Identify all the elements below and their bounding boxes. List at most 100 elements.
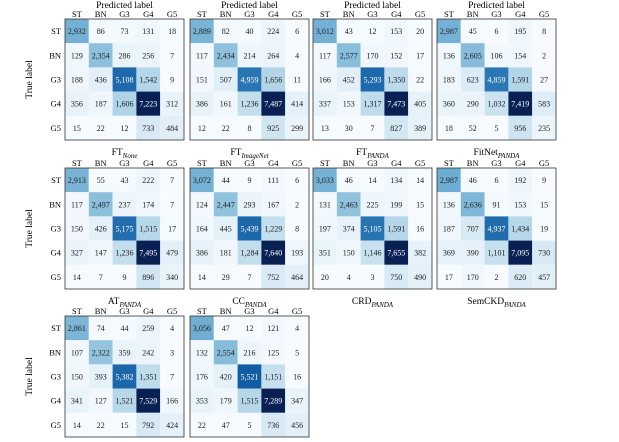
cell-value-label: 14 — [198, 273, 206, 282]
heatmap-cell — [160, 412, 184, 437]
cell-value-label: 386 — [196, 100, 208, 109]
cell-value-label: 386 — [196, 249, 208, 258]
heatmap-cell — [213, 67, 238, 92]
x-tick-label: G3 — [491, 158, 501, 168]
heatmap-cell — [408, 43, 432, 68]
y-axis-title: True label — [25, 209, 35, 248]
cell-value-label: 27 — [540, 76, 548, 85]
cell-value-label: 22 — [97, 421, 105, 430]
confusion-matrix-panel: Predicted label True label ST BN G3 G4 G5 ST BN G… — [25, 1, 185, 160]
x-axis-title: Predicted label — [221, 1, 278, 11]
cell-value-label: 1,284 — [241, 249, 259, 258]
cell-value-label: 15 — [73, 124, 81, 133]
cell-value-label: 5,293 — [364, 76, 382, 85]
heatmap-cell — [160, 216, 184, 241]
heatmap-cell — [237, 43, 262, 68]
cell-value-label: 3,012 — [316, 27, 334, 36]
cell-value-label: 347 — [291, 397, 303, 406]
heatmap-cell — [190, 19, 214, 44]
x-tick-label: BN — [220, 306, 232, 316]
cell-value-label: 19 — [540, 225, 548, 234]
heatmap-cell — [437, 43, 461, 68]
cell-value-label: 170 — [467, 273, 479, 282]
x-tick-label: G3 — [491, 9, 501, 19]
heatmap-cell — [313, 192, 337, 217]
heatmap-cell — [160, 192, 184, 217]
y-tick-label: ST — [51, 26, 62, 36]
cell-value-label: 1,515 — [139, 225, 157, 234]
heatmap-cell — [190, 340, 214, 365]
cell-value-label: 2,434 — [217, 51, 235, 60]
heatmap-cell — [460, 43, 485, 68]
cell-value-label: 2,322 — [92, 348, 110, 357]
heatmap-cell — [285, 216, 309, 241]
cell-value-label: 382 — [414, 249, 426, 258]
heatmap-cell — [65, 364, 89, 389]
heatmap-cell — [136, 316, 161, 341]
heatmap-cell — [190, 192, 214, 217]
cell-value-label: 187 — [95, 100, 107, 109]
cell-value-label: 8 — [248, 124, 252, 133]
cell-value-label: 1,656 — [264, 76, 282, 85]
cell-value-label: 222 — [142, 176, 154, 185]
cell-value-label: 2 — [495, 273, 499, 282]
x-tick-label: G5 — [415, 158, 425, 168]
cell-value-label: 359 — [119, 348, 131, 357]
cell-value-label: 464 — [291, 273, 303, 282]
heatmap-cell — [460, 91, 485, 116]
heatmap-cell — [136, 43, 161, 68]
x-axis-title: Predicted label — [468, 1, 525, 11]
cell-value-label: 73 — [121, 27, 129, 36]
cell-value-label: 11 — [293, 76, 301, 85]
heatmap-cell — [190, 67, 214, 92]
heatmap-cell — [460, 240, 485, 265]
heatmap-cell — [360, 264, 385, 289]
heatmap-cell — [313, 264, 337, 289]
cell-value-label: 174 — [142, 200, 154, 209]
heatmap-cell — [437, 192, 461, 217]
cell-value-label: 9 — [248, 176, 252, 185]
cell-value-label: 22 — [222, 124, 230, 133]
heatmap-cell — [213, 91, 238, 116]
cell-value-label: 259 — [142, 324, 154, 333]
x-tick-label: G5 — [539, 9, 549, 19]
heatmap-cell — [112, 91, 137, 116]
x-tick-label: ST — [72, 158, 83, 168]
heatmap-cell — [285, 240, 309, 265]
cell-value-label: 1,351 — [139, 373, 157, 382]
x-tick-label: ST — [320, 158, 331, 168]
x-tick-label: G5 — [292, 158, 302, 168]
y-tick-label: G5 — [51, 272, 61, 282]
heatmap-cell — [65, 192, 89, 217]
heatmap-cell — [237, 168, 262, 193]
heatmap-cell — [460, 192, 485, 217]
heatmap-cell — [190, 216, 214, 241]
cell-value-label: 197 — [319, 225, 331, 234]
heatmap-cell — [136, 192, 161, 217]
cell-value-label: 132 — [196, 348, 208, 357]
x-tick-label: G3 — [119, 158, 129, 168]
cell-value-label: 107 — [71, 348, 83, 357]
cell-value-label: 5,521 — [241, 373, 259, 382]
heatmap-cell — [213, 364, 238, 389]
x-tick-label: ST — [197, 9, 208, 19]
heatmap-cell — [88, 91, 113, 116]
cell-value-label: 12 — [369, 27, 377, 36]
cell-value-label: 131 — [319, 200, 331, 209]
cell-value-label: 91 — [493, 200, 501, 209]
x-axis-title: Predicted label — [96, 1, 153, 11]
cell-value-label: 15 — [121, 421, 129, 430]
heatmap-cell — [408, 168, 432, 193]
x-tick-label: G4 — [268, 9, 279, 19]
heatmap-cell — [285, 340, 309, 365]
cell-value-label: 925 — [267, 124, 279, 133]
heatmap-cell — [360, 168, 385, 193]
cell-value-label: 4 — [170, 324, 174, 333]
cell-value-label: 1,591 — [387, 225, 405, 234]
cell-value-label: 121 — [267, 324, 279, 333]
heatmap-cell — [460, 19, 485, 44]
cell-value-label: 414 — [291, 100, 303, 109]
x-tick-label: G5 — [415, 9, 425, 19]
cell-value-label: 9 — [123, 273, 127, 282]
